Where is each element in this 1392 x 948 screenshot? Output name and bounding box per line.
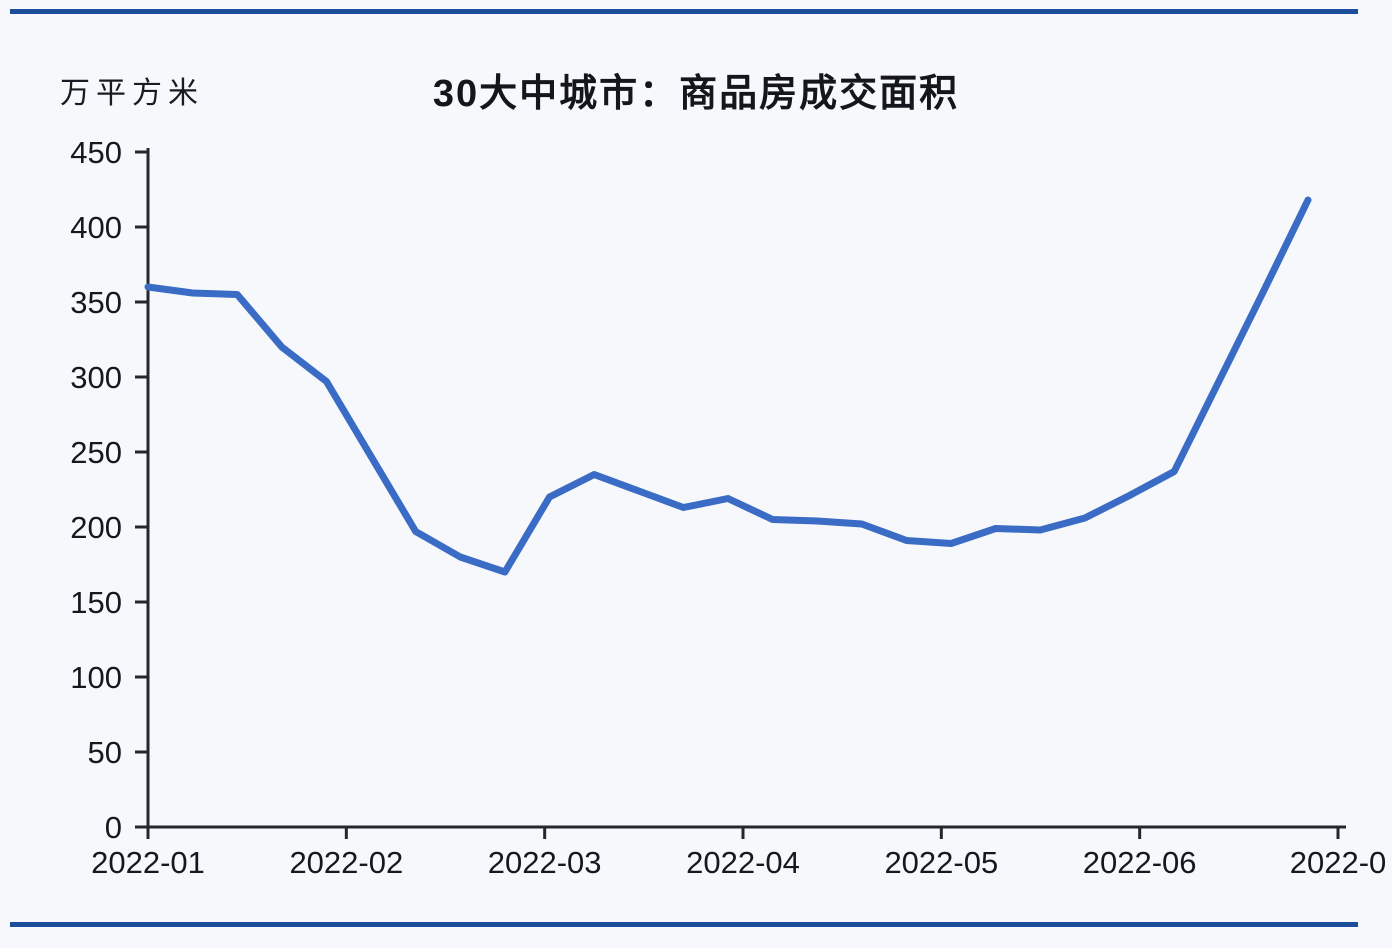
x-tick-label: 2022-01 [91, 845, 205, 880]
y-tick-label: 450 [70, 135, 122, 170]
x-tick-label: 2022-03 [488, 845, 602, 880]
x-tick-label: 2022-04 [686, 845, 800, 880]
bottom-border-rule [10, 922, 1358, 927]
y-tick-label: 50 [88, 735, 122, 770]
x-tick-label: 2022-05 [884, 845, 998, 880]
y-tick-label: 300 [70, 360, 122, 395]
y-tick-label: 400 [70, 210, 122, 245]
y-tick-label: 0 [105, 810, 122, 845]
chart-title: 30大中城市：商品房成交面积 [432, 73, 960, 115]
x-tick-label: 2022-06 [1083, 845, 1197, 880]
y-tick-label: 250 [70, 435, 122, 470]
y-tick-label: 350 [70, 285, 122, 320]
y-tick-label: 100 [70, 660, 122, 695]
y-axis-unit-label: 万平方米 [60, 77, 204, 110]
y-tick-label: 200 [70, 510, 122, 545]
x-tick-label: 2022-0 [1290, 845, 1387, 880]
y-tick-label: 150 [70, 585, 122, 620]
x-tick-label: 2022-02 [289, 845, 403, 880]
data-line [144, 196, 1312, 576]
top-border-rule [10, 9, 1358, 14]
